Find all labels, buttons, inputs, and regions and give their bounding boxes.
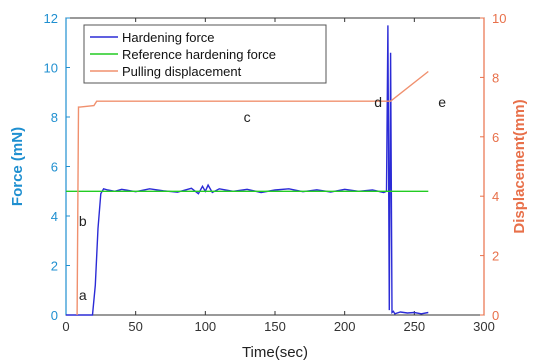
x-tick-label: 50 <box>128 319 142 334</box>
y-right-tick-label: 0 <box>492 308 499 323</box>
legend-box <box>83 24 327 84</box>
y-right-tick-label: 10 <box>492 11 506 26</box>
x-tick-label: 200 <box>334 319 356 334</box>
series-line-pulling-displacement <box>76 70 429 316</box>
x-axis-label: Time(sec) <box>242 344 308 361</box>
x-tick-label: 150 <box>264 319 286 334</box>
x-tick-label: 0 <box>62 319 69 334</box>
x-tick-label: 300 <box>473 319 495 334</box>
annotation-d: d <box>374 94 382 110</box>
y-right-tick-label: 6 <box>492 130 499 145</box>
y-left-tick-label: 6 <box>51 160 58 175</box>
y-left-tick-label: 2 <box>51 259 58 274</box>
x-tick-label: 100 <box>194 319 216 334</box>
y-left-tick-label: 8 <box>51 110 58 125</box>
legend-label: Reference hardening force <box>122 47 276 62</box>
y-left-tick-label: 4 <box>51 209 58 224</box>
y-left-axis-label: Force (mN) <box>9 127 26 206</box>
annotation-b: b <box>79 213 87 229</box>
legend-label: Pulling displacement <box>122 64 242 79</box>
y-right-tick-label: 2 <box>492 249 499 264</box>
annotation-e: e <box>438 94 446 110</box>
x-tick-label: 250 <box>403 319 425 334</box>
y-left-tick-label: 12 <box>44 11 58 26</box>
y-left-tick-label: 10 <box>44 61 58 76</box>
y-left-tick-label: 0 <box>51 308 58 323</box>
annotation-a: a <box>79 287 87 303</box>
legend-label: Hardening force <box>122 30 215 45</box>
annotation-c: c <box>244 109 251 125</box>
y-right-tick-label: 8 <box>492 70 499 85</box>
y-right-axis-label: Displacement(mm) <box>511 99 528 233</box>
y-right-tick-label: 4 <box>492 189 499 204</box>
